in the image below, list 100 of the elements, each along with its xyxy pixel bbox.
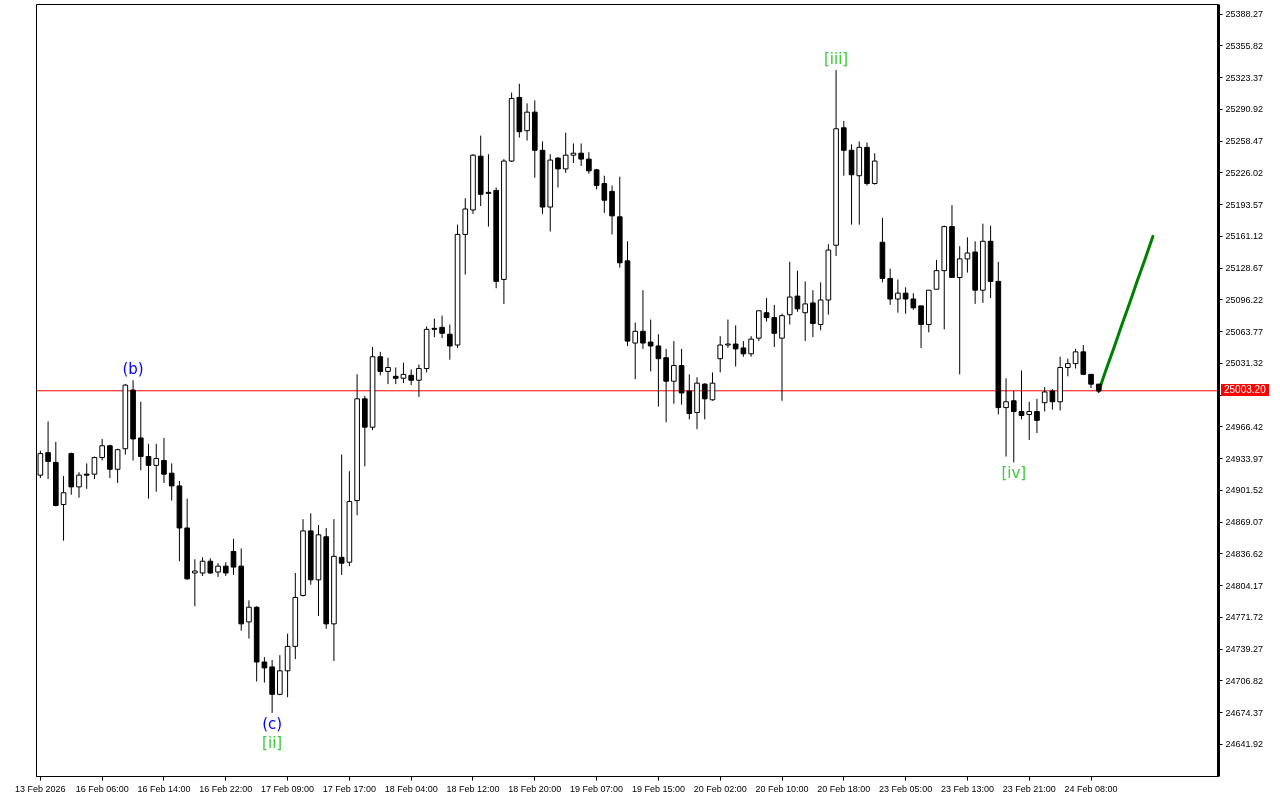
y-tick-label: 24674.37 [1225,707,1264,718]
x-tick-label: 24 Feb 08:00 [1064,783,1118,794]
candlestick [1010,390,1017,463]
x-tick-label: 17 Feb 17:00 [322,783,376,794]
candlestick [964,236,971,274]
candlestick [83,462,90,490]
candlestick [246,599,252,640]
candlestick [145,443,152,500]
candlestick [277,654,283,696]
candlestick [871,152,878,186]
candlestick [99,438,105,461]
y-tick-label: 25031.32 [1225,358,1264,369]
candlestick [562,132,569,174]
candlestick [918,305,924,349]
y-tick-label: 24739.27 [1225,644,1264,655]
candlestick [447,323,453,361]
candlestick [431,318,438,338]
candlestick [114,448,121,484]
candlestick [725,319,731,349]
candlestick [385,357,391,385]
x-tick-label: 20 Feb 18:00 [817,783,871,794]
ref-line-label: 25003.20 [1221,384,1269,397]
candlestick [76,471,82,499]
candlestick [1003,377,1009,458]
y-tick-label: 24966.42 [1225,421,1264,432]
y-tick-label: 24901.52 [1225,485,1264,496]
x-tick-label: 20 Feb 10:00 [755,783,809,794]
candlestick [1034,398,1040,434]
candlestick [717,335,724,373]
candlestick [107,444,113,479]
y-tick-label: 25388.27 [1225,9,1264,20]
candlestick [810,289,816,338]
y-tick-label: 25096.22 [1225,294,1264,305]
candlestick [1026,401,1033,441]
candlestick [1018,369,1025,420]
candlestick [655,333,662,408]
annotation: [iv] [1001,464,1027,483]
candlestick [570,142,577,164]
candlestick [168,462,175,502]
candlestick [902,286,909,315]
x-tick-label: 23 Feb 21:00 [1002,783,1056,794]
candlestick [701,382,708,420]
x-tick-label: 23 Feb 13:00 [940,783,994,794]
candlestick [632,322,639,380]
y-tick-label: 25258.47 [1225,136,1264,147]
candlestick [555,156,561,188]
y-tick-label: 25226.02 [1225,167,1264,178]
x-tick-label: 17 Feb 09:00 [261,783,315,794]
x-tick-label: 23 Feb 05:00 [879,783,933,794]
annotation: [iii] [823,50,849,69]
candlestick [230,538,237,576]
y-tick-label: 24804.17 [1225,580,1264,591]
candlestick [779,313,785,402]
candlestick [161,437,167,484]
annotation: (c) [262,714,283,733]
candlestick [748,335,754,358]
y-tick-label: 24706.82 [1225,675,1264,686]
y-tick-label: 25161.12 [1225,231,1264,242]
candlestick [647,319,654,372]
annotation: [ii] [262,733,283,752]
candlestick [1065,358,1071,377]
annotation: (b) [122,360,144,379]
candlestick [586,151,592,175]
x-tick-label: 19 Feb 07:00 [570,783,624,794]
y-tick-label: 24836.62 [1225,548,1264,559]
candlestick [45,420,51,480]
candlestick [137,401,144,471]
y-tick-label: 24869.07 [1225,517,1264,528]
candlestick [60,475,67,542]
y-tick-label: 25063.77 [1225,326,1264,337]
y-tick-label: 25193.57 [1225,199,1264,210]
candlestick [895,278,901,314]
x-tick-label: 18 Feb 20:00 [508,783,562,794]
x-tick-label: 18 Feb 04:00 [384,783,438,794]
x-tick-label: 20 Feb 02:00 [693,783,747,794]
candlestick [640,289,646,350]
candlestick [439,315,445,339]
x-tick-label: 16 Feb 14:00 [137,783,191,794]
y-tick-label: 25290.92 [1225,104,1264,115]
y-tick-label: 24933.97 [1225,453,1264,464]
x-tick-label: 18 Feb 12:00 [446,783,500,794]
x-tick-label: 16 Feb 22:00 [199,783,253,794]
candlestick [933,259,940,290]
candlestick [416,364,422,398]
y-tick-label: 24771.72 [1225,612,1264,623]
x-tick-label: 19 Feb 15:00 [631,783,685,794]
candlestick [671,340,677,405]
candlestick [841,120,847,177]
x-tick-label: 16 Feb 06:00 [75,783,129,794]
candlestick [153,443,160,493]
candlestick [192,558,198,607]
y-tick-label: 25355.82 [1225,40,1264,51]
candlestick [524,102,530,142]
candlestick [578,142,584,167]
candlestick [802,280,808,342]
candlestick [663,348,669,423]
y-tick-label: 25128.67 [1225,263,1264,274]
x-tick-label: 13 Feb 2026 [15,783,66,794]
candlestick [956,245,963,375]
y-tick-label: 24641.92 [1225,739,1264,750]
